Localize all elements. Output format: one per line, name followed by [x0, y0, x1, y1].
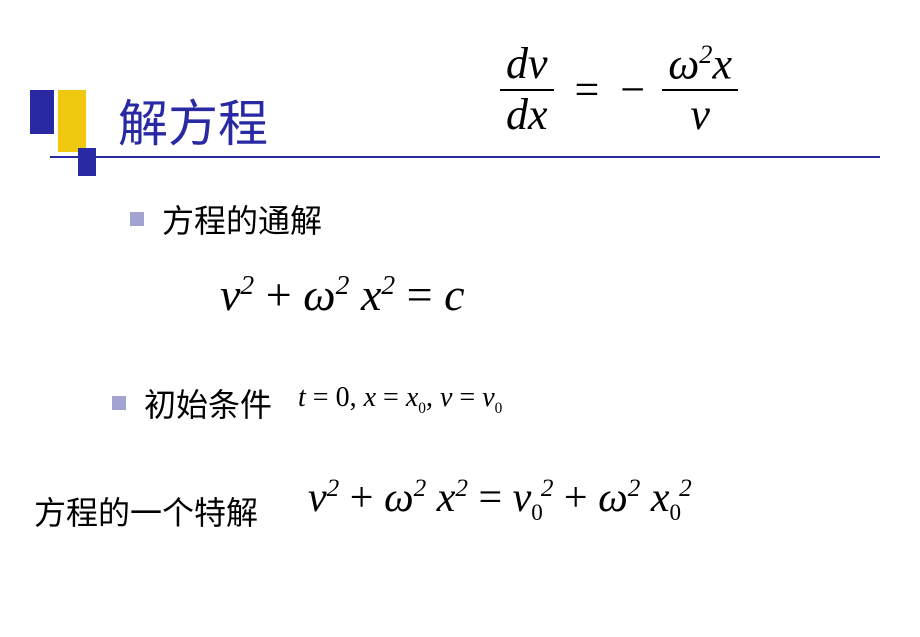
deco-blue-square-1	[30, 90, 54, 134]
bullet-initial-condition: 初始条件	[112, 380, 272, 426]
bullet-general-solution: 方程的通解	[130, 196, 322, 242]
slide-title: 解方程	[118, 84, 268, 156]
particular-solution-equation: v2 + ω2 x2 = v02 + ω2 x02	[308, 474, 692, 526]
bullet-icon	[112, 396, 126, 410]
deco-horizontal-line	[50, 156, 880, 158]
bullet-icon	[130, 212, 144, 226]
bullet-label: 初始条件	[144, 380, 272, 426]
general-solution-equation: v2 + ω2 x2 = c	[220, 268, 465, 321]
bullet-label: 方程的通解	[162, 196, 322, 242]
differential-equation: dv dx = − ω2x v	[500, 40, 738, 139]
deco-yellow-square	[58, 90, 86, 152]
deco-blue-square-2	[78, 148, 96, 176]
initial-condition-equation: t = 0, x = x0, v = v0	[298, 382, 502, 418]
particular-solution-label: 方程的一个特解	[34, 488, 258, 534]
